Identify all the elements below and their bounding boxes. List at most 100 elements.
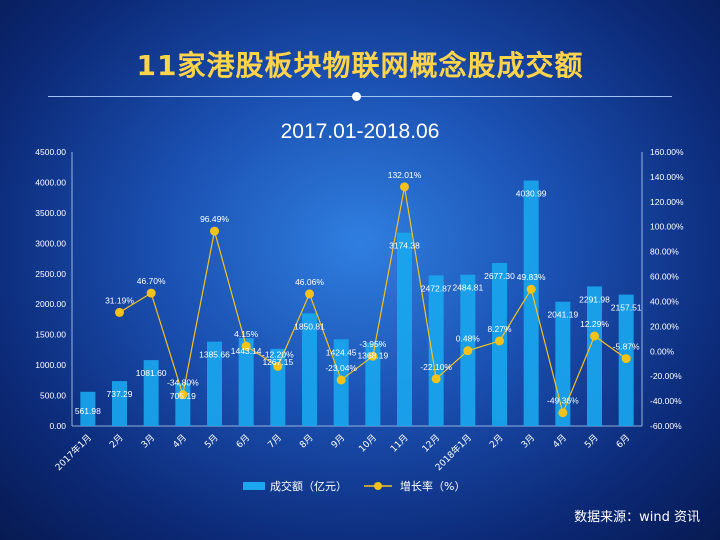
growth-rate-point [463,346,473,356]
growth-rate-label: 46.06% [295,277,324,287]
bar-value-label: 1267.15 [262,357,293,367]
bar [112,381,127,426]
growth-rate-point [526,284,536,294]
growth-rate-label: 96.49% [200,214,229,224]
bar [365,342,381,426]
y-right-tick-label: 80.00% [650,247,679,257]
y-right-tick-label: 40.00% [650,296,679,306]
growth-rate-point [146,288,156,298]
x-category-label: 2017年1月 [52,432,93,473]
bar-value-label: 561.98 [75,406,101,416]
y-left-tick-label: 1000.00 [35,360,66,370]
legend-bar-label: 成交额（亿元） [270,479,347,493]
y-left-tick-label: 1500.00 [35,330,66,340]
bar [207,341,222,426]
growth-rate-point [400,182,409,192]
bar-value-label: 1443.14 [231,346,262,356]
y-right-tick-label: 0.00% [650,346,675,356]
y-right-tick-label: 120.00% [650,197,684,207]
x-category-label: 4月 [171,432,189,450]
bar [587,286,602,426]
x-category-label: 12月 [420,432,442,454]
bar-value-label: 737.29 [107,389,133,399]
growth-rate-label: 4.15% [234,329,259,339]
y-left-tick-label: 2500.00 [35,269,66,279]
growth-rate-point [495,336,504,346]
bar-value-label: 705.19 [170,391,196,401]
y-right-tick-label: 20.00% [650,321,679,331]
growth-rate-point [558,408,568,418]
growth-rate-label: -12.20% [262,349,294,359]
x-category-label: 2月 [107,432,125,450]
y-left-tick-label: 2000.00 [35,299,66,309]
legend-bar-swatch [243,482,265,490]
bar-value-label: 2041.19 [547,310,578,320]
bar [238,338,254,426]
growth-rate-label: 8.27% [487,324,512,334]
y-right-tick-label: -40.00% [650,396,682,406]
bar-value-label: 2157.51 [611,303,642,313]
x-category-label: 3月 [139,432,157,450]
y-left-tick-label: 4000.00 [35,177,66,187]
growth-rate-label: -23.04% [325,363,357,373]
bar-value-label: 4030.99 [516,189,547,199]
bar-value-label: 1368.19 [357,351,388,361]
bar [175,383,191,426]
x-category-label: 6月 [234,432,252,450]
bar [428,275,444,426]
y-right-tick-label: -20.00% [650,371,682,381]
bar-value-label: 2472.87 [421,283,452,293]
bar-value-label: 1850.81 [294,321,325,331]
growth-rate-label: 0.48% [456,334,481,344]
bar-value-label: 2484.81 [452,283,483,293]
growth-rate-label: -34.80% [167,378,199,388]
x-category-label: 7月 [266,432,284,450]
x-category-label: 5月 [582,432,600,450]
growth-rate-point [305,289,314,299]
growth-rate-point [368,351,378,361]
growth-rate-point [273,361,283,371]
growth-rate-point [590,331,599,341]
x-category-label: 9月 [329,432,347,450]
growth-rate-label: -49.36% [547,396,579,406]
data-source: 数据来源：wind 资讯 [574,510,700,525]
growth-rate-label: -3.95% [359,339,386,349]
growth-rate-point [115,307,124,317]
growth-rate-point [431,374,441,384]
x-category-label: 8月 [297,432,315,450]
bar-value-label: 1081.60 [136,368,167,378]
chart-title: 11家港股板块物联网概念股成交额 [136,49,584,82]
divider-dot [352,92,361,101]
x-category-label: 2月 [487,432,505,450]
growth-rate-label: -22.10% [420,362,452,372]
y-left-tick-label: 4500.00 [35,147,66,157]
x-category-label: 5月 [202,432,220,450]
bar [143,360,159,426]
x-category-label: 4月 [551,432,569,450]
growth-rate-point [210,226,219,236]
bar [397,232,412,426]
y-right-tick-label: 60.00% [650,272,679,282]
y-left-tick-label: 3000.00 [35,238,66,248]
x-category-label: 10月 [357,432,379,454]
growth-rate-point [241,341,251,351]
bar-value-label: 1424.45 [326,347,357,357]
growth-rate-label: 31.19% [105,295,134,305]
x-category-label: 11月 [388,432,410,454]
y-right-tick-label: 160.00% [650,147,684,157]
growth-rate-point [621,354,631,364]
bar-value-label: 3174.38 [389,241,420,251]
y-right-tick-label: 140.00% [650,172,684,182]
legend-line-label: 增长率（%） [400,479,465,493]
chart-subtitle: 2017.01-2018.06 [280,120,440,143]
growth-rate-label: 132.01% [388,170,422,180]
y-left-tick-label: 0.00 [49,421,66,431]
growth-rate-point [178,390,188,400]
y-right-tick-label: 100.00% [650,222,684,232]
legend-line-marker [374,482,382,490]
bar [302,313,317,426]
x-category-label: 3月 [519,432,537,450]
y-left-tick-label: 500.00 [40,391,66,401]
